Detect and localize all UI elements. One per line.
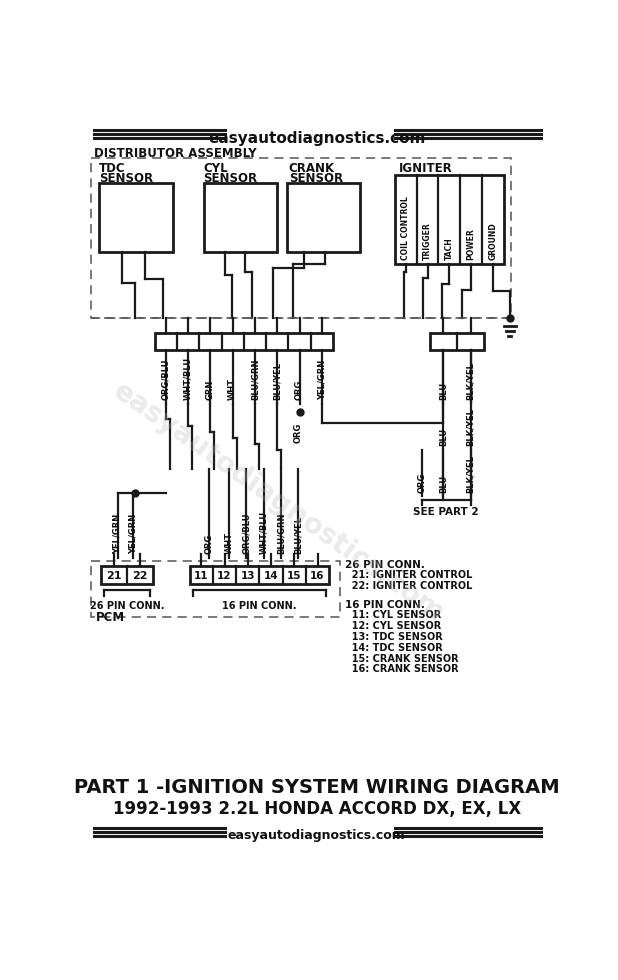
- Text: BLU/YEL: BLU/YEL: [294, 516, 303, 555]
- Text: BLK/YEL: BLK/YEL: [466, 363, 475, 400]
- Text: 21: 21: [106, 570, 121, 581]
- Text: 15: 15: [287, 570, 302, 581]
- Text: BLU/YEL: BLU/YEL: [273, 363, 282, 400]
- Text: GROUND: GROUND: [488, 222, 497, 260]
- Text: ORG/BLU: ORG/BLU: [242, 513, 251, 555]
- Text: WHT: WHT: [225, 532, 234, 555]
- Text: POWER: POWER: [467, 228, 475, 260]
- Text: GRN: GRN: [206, 380, 215, 400]
- Text: WHT/BLU: WHT/BLU: [260, 511, 269, 555]
- Text: ORG/BLU: ORG/BLU: [161, 359, 171, 400]
- Text: easyautodiagnostics.com: easyautodiagnostics.com: [108, 377, 450, 628]
- Bar: [99, 183, 172, 253]
- Text: 14: 14: [264, 570, 278, 581]
- Text: 26 PIN CONN.: 26 PIN CONN.: [345, 560, 425, 569]
- Text: DISTRIBUTOR ASSEMBLY: DISTRIBUTOR ASSEMBLY: [95, 147, 257, 160]
- Text: SENSOR: SENSOR: [99, 172, 153, 184]
- Text: BLU: BLU: [439, 428, 448, 447]
- Text: ORG: ORG: [417, 472, 426, 493]
- Text: PART 1 -IGNITION SYSTEM WIRING DIAGRAM: PART 1 -IGNITION SYSTEM WIRING DIAGRAM: [74, 778, 559, 798]
- Bar: [203, 183, 277, 253]
- Text: 13: TDC SENSOR: 13: TDC SENSOR: [345, 632, 442, 642]
- Text: CYL: CYL: [203, 163, 228, 175]
- Text: BLU: BLU: [439, 382, 448, 400]
- Text: IGNITER: IGNITER: [399, 163, 452, 175]
- Text: COIL CONTROL: COIL CONTROL: [401, 196, 410, 260]
- Text: TACH: TACH: [445, 237, 454, 260]
- Text: easyautodiagnostics.com: easyautodiagnostics.com: [228, 829, 405, 842]
- Text: 22: 22: [132, 570, 148, 581]
- Text: 11: 11: [194, 570, 208, 581]
- Bar: [101, 565, 153, 584]
- Text: BLU/GRN: BLU/GRN: [277, 513, 286, 555]
- Text: 22: IGNITER CONTROL: 22: IGNITER CONTROL: [345, 581, 472, 591]
- Text: 16: CRANK SENSOR: 16: CRANK SENSOR: [345, 664, 459, 674]
- Text: 14: TDC SENSOR: 14: TDC SENSOR: [345, 643, 442, 653]
- Bar: [430, 333, 484, 350]
- Text: BLU: BLU: [439, 474, 448, 493]
- Text: ORG: ORG: [295, 380, 304, 400]
- Text: 13: 13: [240, 570, 255, 581]
- Text: PCM: PCM: [96, 612, 125, 624]
- Text: YEL/GRN: YEL/GRN: [113, 514, 122, 555]
- Bar: [91, 158, 511, 318]
- Bar: [91, 562, 340, 617]
- Text: 16 PIN CONN.: 16 PIN CONN.: [222, 601, 297, 612]
- Text: 11: CYL SENSOR: 11: CYL SENSOR: [345, 611, 441, 620]
- Text: TRIGGER: TRIGGER: [423, 222, 432, 260]
- Text: 21: IGNITER CONTROL: 21: IGNITER CONTROL: [345, 570, 472, 580]
- Text: YEL/GRN: YEL/GRN: [129, 514, 138, 555]
- Text: WHT/BLU: WHT/BLU: [184, 357, 193, 400]
- Text: BLU/GRN: BLU/GRN: [250, 359, 260, 400]
- Text: 16: 16: [310, 570, 324, 581]
- Text: TDC: TDC: [99, 163, 125, 175]
- Text: 12: 12: [218, 570, 232, 581]
- Text: CRANK: CRANK: [289, 163, 335, 175]
- Text: BLK/YEL: BLK/YEL: [466, 455, 475, 493]
- Bar: [154, 333, 333, 350]
- Text: YEL/GRN: YEL/GRN: [318, 360, 326, 400]
- Bar: [395, 175, 504, 264]
- Text: BLK/YEL: BLK/YEL: [466, 409, 475, 447]
- Text: WHT: WHT: [228, 378, 237, 400]
- Text: 1992-1993 2.2L HONDA ACCORD DX, EX, LX: 1992-1993 2.2L HONDA ACCORD DX, EX, LX: [112, 800, 521, 818]
- Text: 15: CRANK SENSOR: 15: CRANK SENSOR: [345, 654, 459, 663]
- Text: easyautodiagnostics.com: easyautodiagnostics.com: [208, 130, 425, 146]
- Bar: [287, 183, 360, 253]
- Text: SEE PART 2: SEE PART 2: [413, 508, 479, 517]
- Text: SENSOR: SENSOR: [203, 172, 258, 184]
- Text: ORG: ORG: [294, 422, 303, 443]
- Text: ORG: ORG: [205, 534, 213, 555]
- Text: 26 PIN CONN.: 26 PIN CONN.: [90, 601, 164, 612]
- Text: 16 PIN CONN.: 16 PIN CONN.: [345, 600, 425, 610]
- Text: 12: CYL SENSOR: 12: CYL SENSOR: [345, 621, 441, 631]
- Bar: [190, 565, 329, 584]
- Text: SENSOR: SENSOR: [289, 172, 343, 184]
